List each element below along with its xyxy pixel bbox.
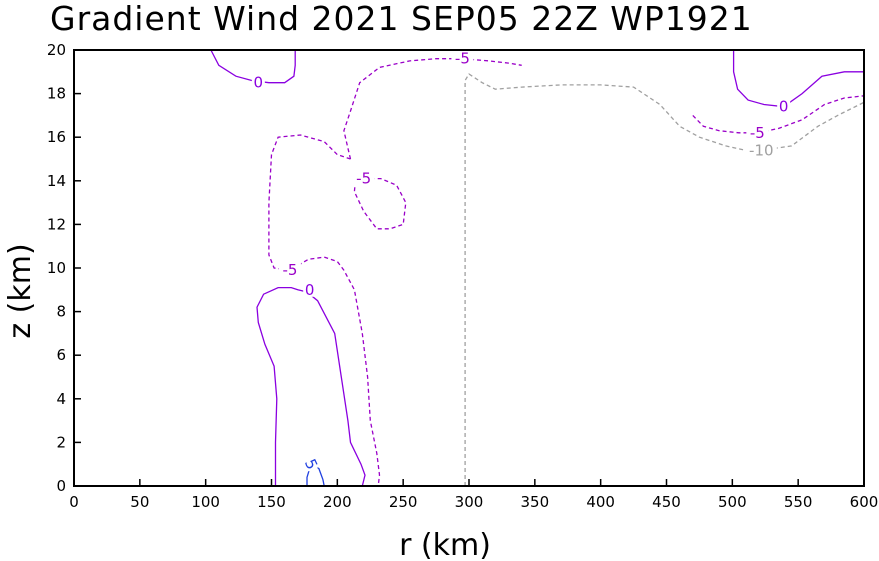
x-tick-label: 200 [323, 493, 352, 511]
contour-label: -5 [750, 124, 765, 142]
x-tick-label: 600 [850, 493, 879, 511]
contour-label: 0 [254, 74, 264, 92]
y-tick-label: 6 [56, 346, 66, 364]
contour-label-mask [746, 123, 769, 140]
y-tick-label: 14 [47, 172, 66, 190]
contour-label-mask [451, 49, 474, 66]
contour-line [268, 134, 381, 487]
y-tick-label: 8 [56, 303, 66, 321]
plot-frame [73, 49, 865, 487]
y-tick-label: 2 [56, 433, 66, 451]
contour-label: 0 [305, 281, 315, 299]
contour-label-mask [304, 455, 318, 472]
x-tick-label: 400 [586, 493, 615, 511]
contour-line [353, 175, 407, 230]
contour-line [343, 58, 522, 160]
contour-label-mask [352, 169, 375, 186]
x-tick-label: 550 [784, 493, 813, 511]
contour-label-mask [251, 73, 265, 90]
contour-line [210, 49, 296, 84]
contour-label-mask [278, 261, 301, 278]
x-tick-label: 250 [389, 493, 418, 511]
contour-label-mask [777, 97, 791, 114]
y-tick-label: 10 [47, 259, 66, 277]
x-tick-label: 300 [455, 493, 484, 511]
x-tick-label: 100 [191, 493, 220, 511]
y-tick-label: 0 [56, 477, 66, 495]
contour-label: -5 [455, 50, 470, 68]
contour-line [464, 73, 865, 486]
x-tick-label: 500 [718, 493, 747, 511]
y-axis-label: z (km) [3, 243, 38, 338]
contour-line [256, 286, 366, 487]
y-tick-label: 20 [47, 41, 66, 59]
chart-title: Gradient Wind 2021 SEP05 22Z WP1921 [50, 0, 753, 38]
contour-layer: 000-5-5-5-5-105 [210, 49, 865, 487]
y-tick-label: 12 [47, 215, 66, 233]
contour-label-mask [303, 280, 317, 297]
axis-ticks: 0 50 100 150 200 250 300 350 400 450 500 550 6000246… [47, 41, 878, 511]
y-tick-label: 16 [47, 128, 66, 146]
contour-label: -5 [282, 261, 297, 279]
x-tick-label: 450 [652, 493, 681, 511]
contour-label-mask [745, 141, 777, 158]
x-tick-label: 150 [257, 493, 286, 511]
y-tick-label: 4 [56, 390, 66, 408]
contour-label: -10 [749, 141, 774, 159]
contour-label: 0 [779, 98, 789, 116]
x-axis-label: r (km) [399, 528, 491, 561]
y-tick-label: 18 [47, 85, 66, 103]
contour-line [732, 50, 864, 108]
contour-label: -5 [356, 170, 371, 188]
x-tick-label: 50 [130, 493, 149, 511]
x-tick-label: 0 [69, 493, 79, 511]
x-tick-label: 350 [521, 493, 550, 511]
